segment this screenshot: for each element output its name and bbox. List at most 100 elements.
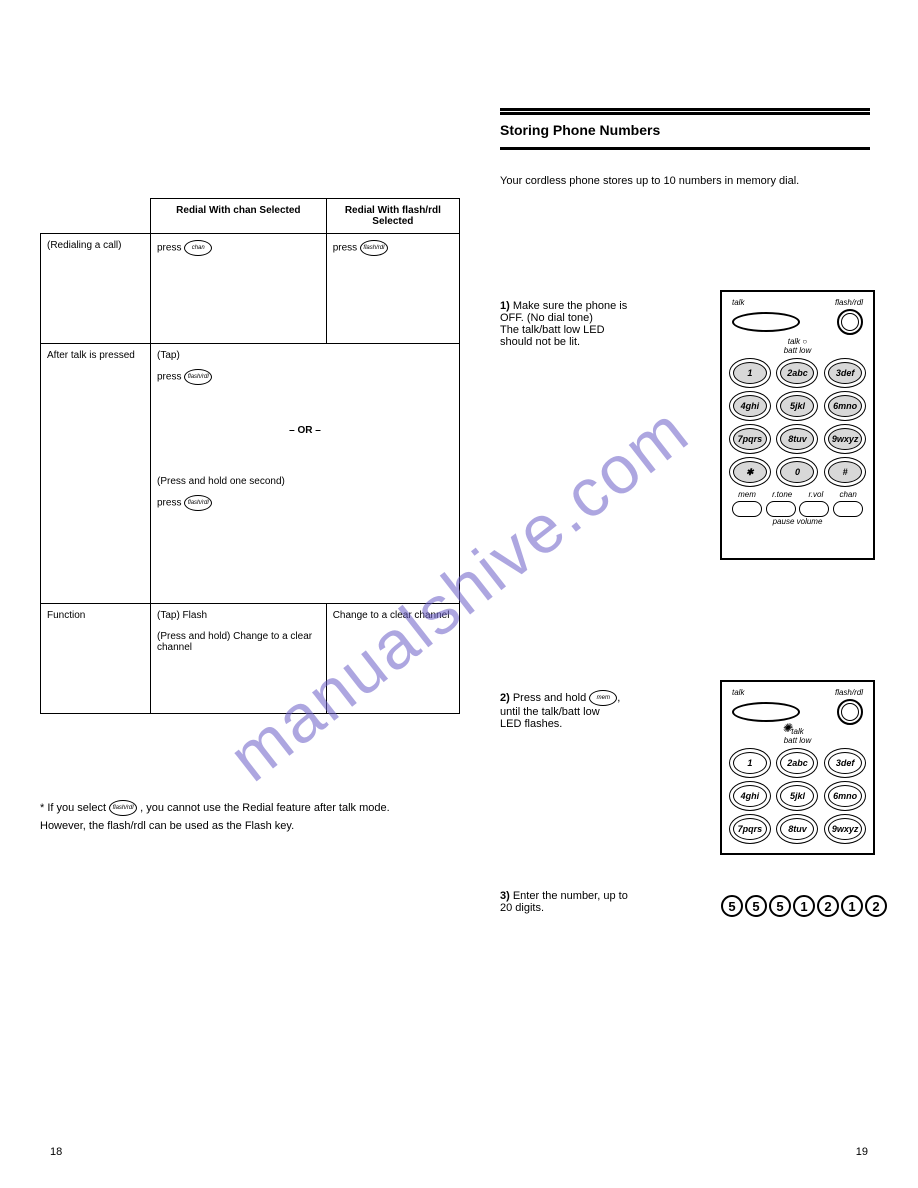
note3: However, the flash/rdl can be used as th… <box>40 820 460 832</box>
keypad-key: 9wxyz <box>824 814 866 844</box>
fn-labels: mem r.tone r.vol chan <box>730 490 865 499</box>
redial-table: Redial With chan Selected Redial With fl… <box>40 198 460 714</box>
keypad-key: 5jkl <box>776 391 818 421</box>
flash-icon-3: flash/rdl <box>184 495 212 511</box>
step2-a: Press and hold <box>513 692 586 704</box>
keypad-key: 7pqrs <box>729 424 771 454</box>
led-talk: talk <box>788 337 800 346</box>
row1-mid-text: press <box>157 243 181 254</box>
flash-button-icon2 <box>837 699 863 725</box>
digit: 5 <box>769 895 791 917</box>
step1-num: 1) <box>500 300 510 312</box>
digit-sequence: 5551212 <box>720 895 888 917</box>
keypad-key: 8tuv <box>776 814 818 844</box>
fn-label: chan <box>839 490 856 499</box>
row1-right: press flash/rdl <box>326 234 459 344</box>
fn-key <box>833 501 863 517</box>
row3-right: Change to a clear channel <box>326 604 459 714</box>
step2-num: 2) <box>500 692 510 704</box>
step3-a: Enter the number, up to <box>513 890 628 902</box>
row2-hold: (Press and hold one second) <box>157 476 453 487</box>
flash-icon: flash/rdl <box>360 240 388 256</box>
fn-keys <box>730 501 865 517</box>
note1: * If you select <box>40 802 106 814</box>
fn-label: r.vol <box>808 490 823 499</box>
intro: Your cordless phone stores up to 10 numb… <box>500 175 870 187</box>
section-title: Storing Phone Numbers <box>500 122 660 138</box>
keypad-key: 4ghi <box>729 391 771 421</box>
row3-mida: (Tap) Flash <box>157 610 320 621</box>
digit: 5 <box>745 895 767 917</box>
led-batt2: batt low <box>784 736 812 745</box>
flash-icon-note: flash/rdl <box>109 800 137 816</box>
flash-icon-2: flash/rdl <box>184 369 212 385</box>
row2-press2: press <box>157 498 181 509</box>
step3-num: 3) <box>500 890 510 902</box>
keypad-key: 2abc <box>776 358 818 388</box>
keypad-key: 1 <box>729 358 771 388</box>
fn-label: mem <box>738 490 756 499</box>
digit: 2 <box>865 895 887 917</box>
step1-d: should not be lit. <box>500 336 580 348</box>
keypad-partial: talk flash/rdl ✺ talk batt low 12abc3def… <box>720 680 875 855</box>
footnote: * If you select flash/rdl , you cannot u… <box>40 800 460 832</box>
page-left: 18 <box>50 1146 62 1158</box>
keypad-key: 2abc <box>776 748 818 778</box>
keypad-rows2: 12abc3def 4ghi5jkl6mno 7pqrs8tuv9wxyz <box>726 748 869 844</box>
row2-tap: (Tap) <box>157 350 453 361</box>
fn-label: r.tone <box>772 490 792 499</box>
keypad-key: 7pqrs <box>729 814 771 844</box>
row1-right-text: press <box>333 243 357 254</box>
led-flash-icon: ✺ <box>782 721 792 735</box>
step2-c: LED flashes. <box>500 718 562 730</box>
row2-content: (Tap) press flash/rdl – OR – (Press and … <box>151 344 460 604</box>
digit: 1 <box>793 895 815 917</box>
led-batt: batt low <box>784 346 812 355</box>
rule-bot <box>500 147 870 150</box>
row3-mid: (Tap) Flash (Press and hold) Change to a… <box>151 604 327 714</box>
keypad-key: ✱ <box>729 457 771 487</box>
talk-button-icon2 <box>732 702 800 722</box>
lbl-flash2: flash/rdl <box>835 688 863 697</box>
led-talk2: talk <box>791 727 803 736</box>
step1-c: The talk/batt low LED <box>500 324 605 336</box>
digit: 5 <box>721 895 743 917</box>
keypad-full: talk flash/rdl talk ○ batt low 12abc3def… <box>720 290 875 560</box>
th-flash: Redial With flash/rdl Selected <box>326 199 459 234</box>
fn-key <box>766 501 796 517</box>
or-divider: – OR – <box>157 425 453 436</box>
mem-icon: mem <box>589 690 617 706</box>
digit: 1 <box>841 895 863 917</box>
lbl-talk2: talk <box>732 688 744 697</box>
fn-key <box>799 501 829 517</box>
chan-icon: chan <box>184 240 212 256</box>
keypad-key: 4ghi <box>729 781 771 811</box>
row3-left: Function <box>41 604 151 714</box>
keypad-key: 6mno <box>824 781 866 811</box>
lbl-bottom: pause volume <box>726 517 869 526</box>
keypad-key: # <box>824 457 866 487</box>
note2: , you cannot use the Redial feature afte… <box>140 802 389 814</box>
keypad-key: 1 <box>729 748 771 778</box>
lbl-talk: talk <box>732 298 744 307</box>
page-right: 19 <box>856 1146 868 1158</box>
rule-top <box>500 108 870 115</box>
step3-b: 20 digits. <box>500 902 544 914</box>
digit: 2 <box>817 895 839 917</box>
keypad-key: 9wxyz <box>824 424 866 454</box>
talk-button-icon <box>732 312 800 332</box>
row2-press1: press <box>157 372 181 383</box>
step1-a: Make sure the phone is <box>513 300 627 312</box>
lbl-flash: flash/rdl <box>835 298 863 307</box>
keypad-key: 8tuv <box>776 424 818 454</box>
keypad-key: 3def <box>824 748 866 778</box>
keypad-rows: 12abc3def4ghi5jkl6mno7pqrs8tuv9wxyz✱0# <box>726 358 869 487</box>
keypad-key: 6mno <box>824 391 866 421</box>
step2-b: until the talk/batt low <box>500 706 600 718</box>
row1-left: (Redialing a call) <box>41 234 151 344</box>
keypad-key: 5jkl <box>776 781 818 811</box>
row1-mid: press chan <box>151 234 327 344</box>
keypad-key: 3def <box>824 358 866 388</box>
fn-key <box>732 501 762 517</box>
flash-button-icon <box>837 309 863 335</box>
